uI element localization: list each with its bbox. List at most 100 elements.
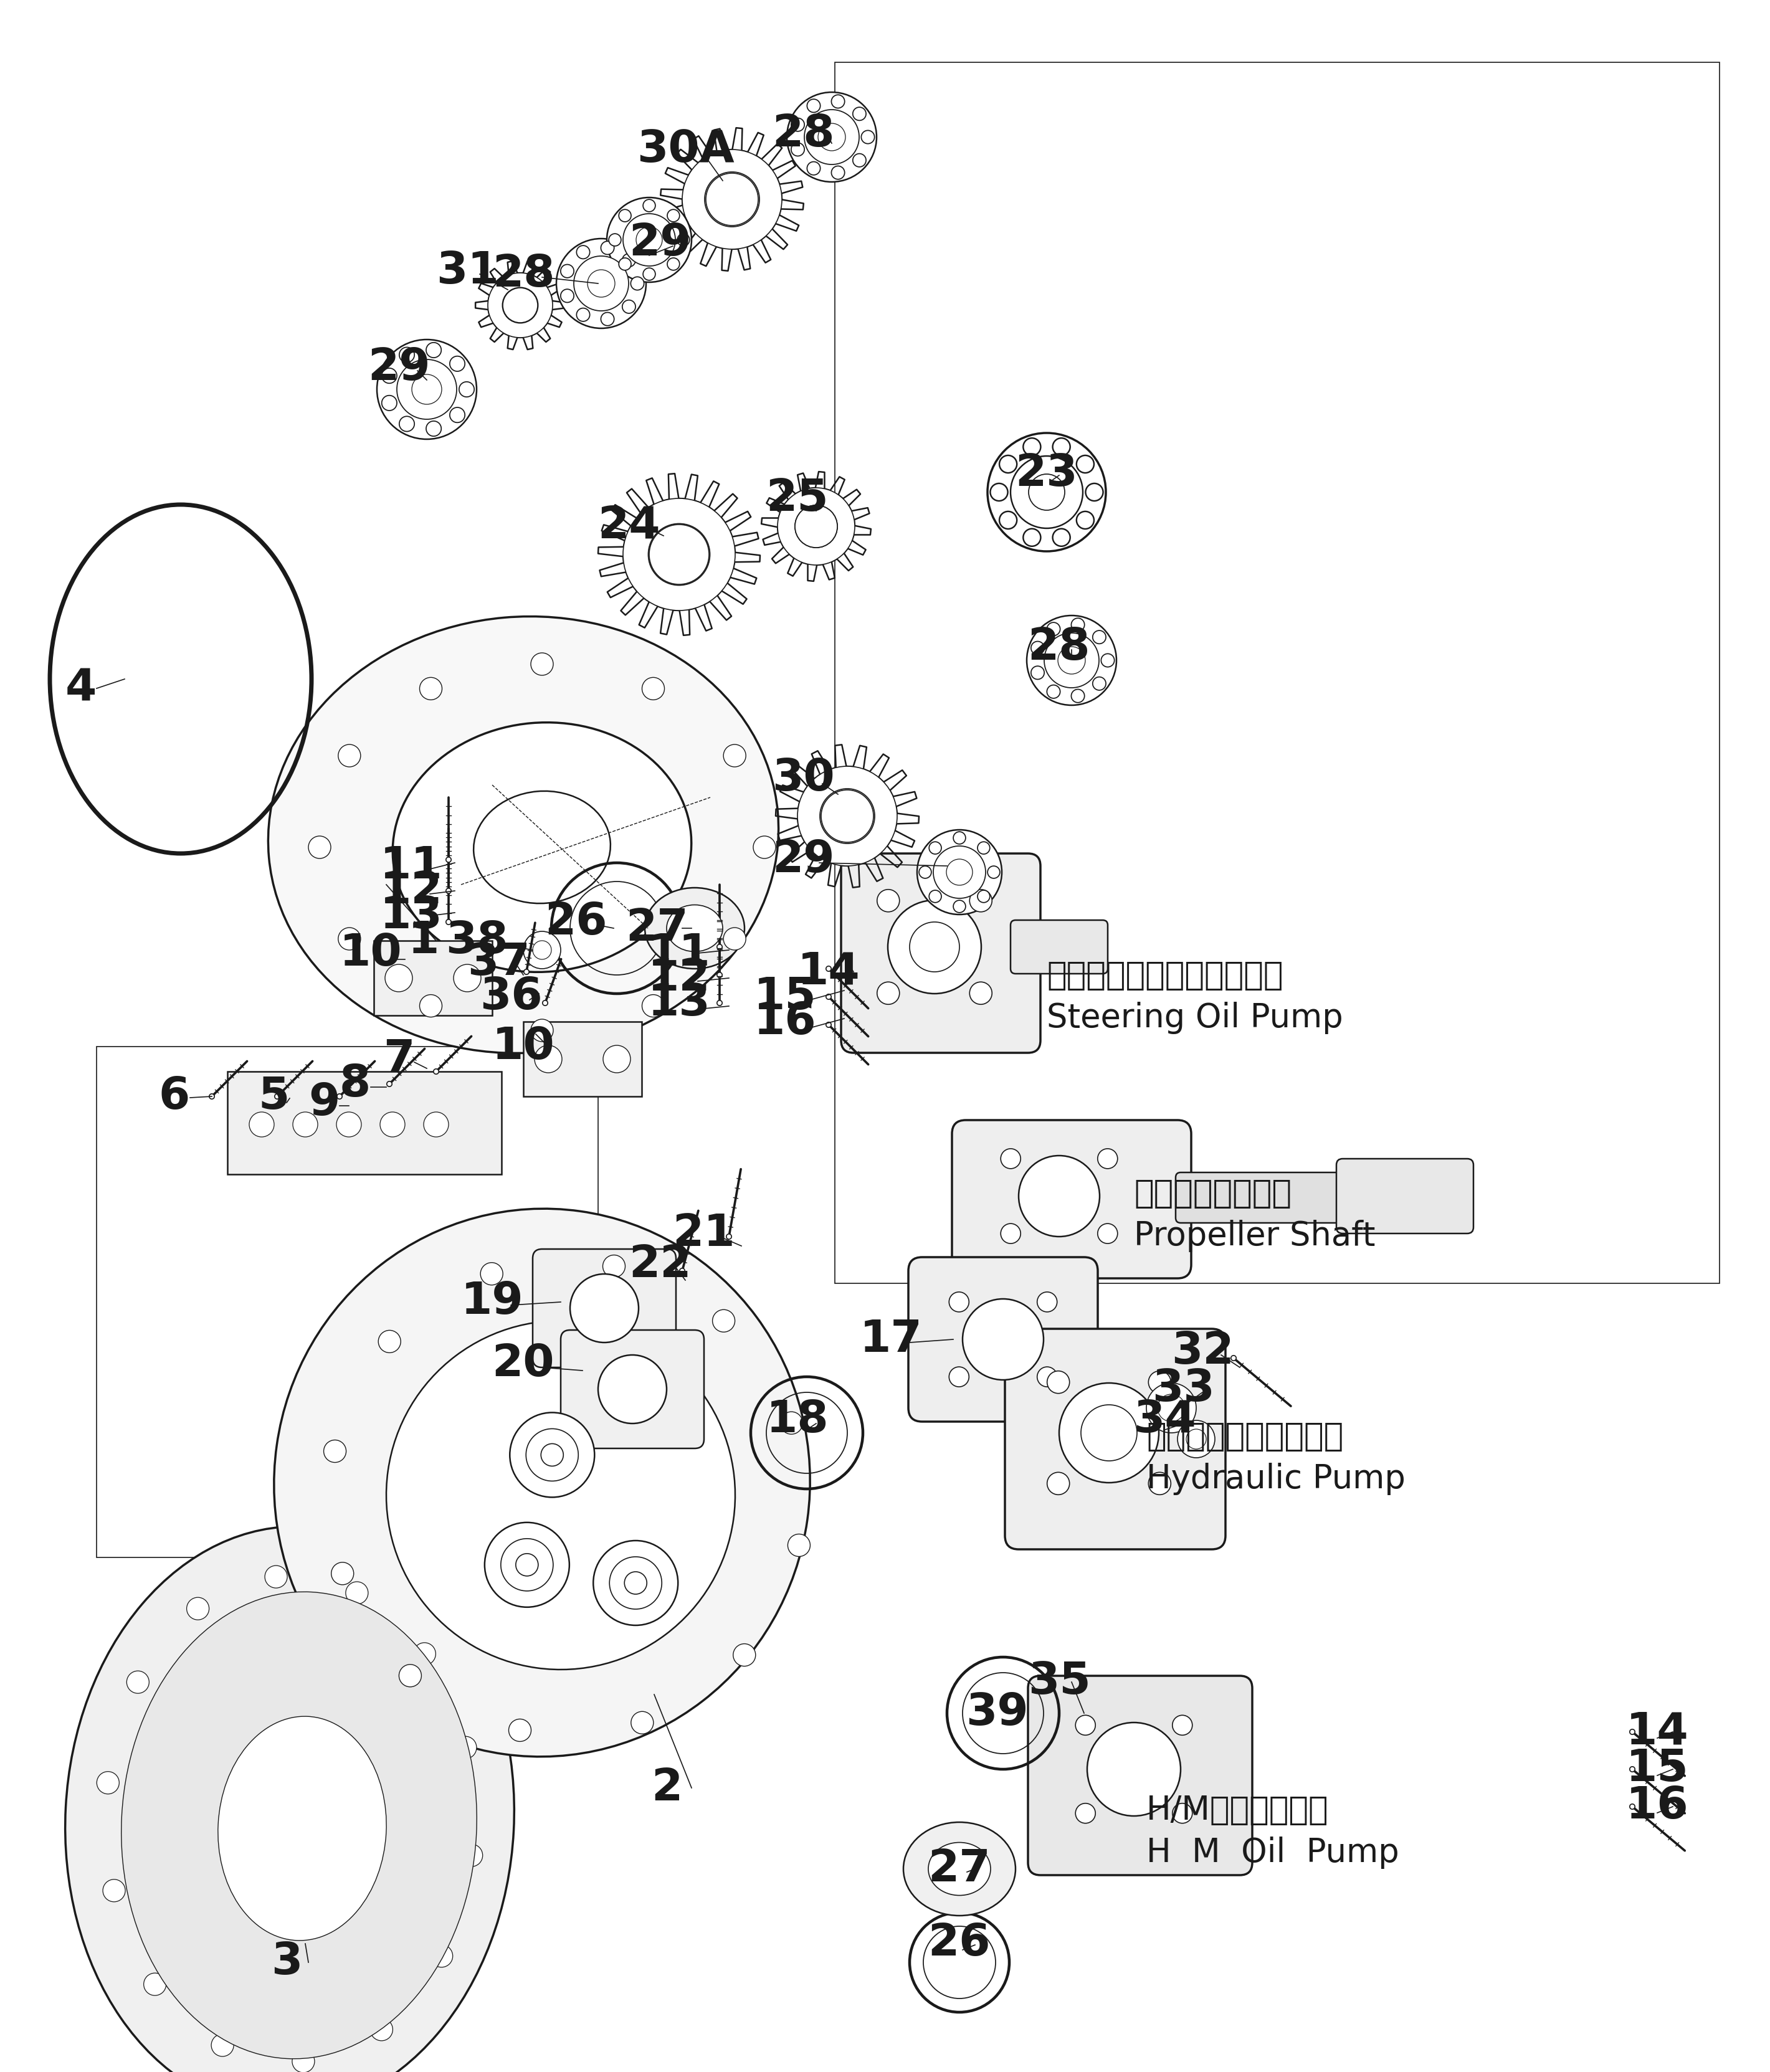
Circle shape: [1037, 1368, 1057, 1386]
Circle shape: [954, 899, 966, 912]
Ellipse shape: [927, 1842, 991, 1896]
Circle shape: [1027, 615, 1117, 704]
Circle shape: [620, 209, 632, 222]
Text: 14: 14: [796, 951, 860, 992]
Circle shape: [733, 1643, 756, 1666]
Circle shape: [1158, 1394, 1184, 1421]
Circle shape: [446, 858, 451, 862]
Circle shape: [630, 278, 644, 290]
Circle shape: [503, 288, 538, 323]
Circle shape: [274, 1094, 280, 1098]
FancyBboxPatch shape: [1028, 1676, 1251, 1875]
Circle shape: [1149, 1473, 1170, 1494]
FancyBboxPatch shape: [1175, 1173, 1347, 1222]
Circle shape: [336, 1113, 361, 1138]
Text: 8: 8: [340, 1063, 370, 1106]
Circle shape: [1076, 1716, 1096, 1734]
Circle shape: [535, 1046, 561, 1073]
Circle shape: [577, 244, 589, 259]
Text: 28: 28: [772, 112, 835, 155]
Text: H/Mオイルポンプ
H  M  Oil  Pump: H/Mオイルポンプ H M Oil Pump: [1147, 1794, 1398, 1869]
Circle shape: [949, 1368, 968, 1386]
Text: 20: 20: [492, 1343, 554, 1386]
Circle shape: [1044, 632, 1099, 688]
Circle shape: [561, 290, 573, 303]
Circle shape: [266, 1566, 287, 1587]
Circle shape: [97, 1772, 119, 1794]
Circle shape: [382, 369, 396, 383]
Text: 29: 29: [368, 346, 430, 390]
Text: 28: 28: [1028, 626, 1090, 669]
Ellipse shape: [393, 723, 692, 972]
Text: 13: 13: [381, 895, 442, 937]
Circle shape: [988, 433, 1106, 551]
Circle shape: [450, 356, 466, 371]
Circle shape: [1092, 630, 1106, 644]
Circle shape: [643, 995, 664, 1017]
Circle shape: [724, 928, 745, 951]
Text: 10: 10: [492, 1026, 554, 1067]
Circle shape: [446, 920, 451, 924]
Circle shape: [954, 831, 966, 843]
Circle shape: [573, 257, 628, 311]
Circle shape: [1046, 622, 1060, 636]
Text: 38: 38: [446, 920, 508, 961]
Circle shape: [706, 174, 758, 226]
Circle shape: [643, 267, 655, 280]
Circle shape: [370, 2018, 393, 2041]
Circle shape: [430, 1946, 453, 1966]
Circle shape: [1630, 1805, 1635, 1809]
FancyBboxPatch shape: [841, 854, 1041, 1053]
Circle shape: [446, 889, 451, 893]
Circle shape: [623, 300, 635, 313]
Circle shape: [680, 1268, 685, 1274]
Circle shape: [717, 1001, 722, 1005]
FancyBboxPatch shape: [1336, 1158, 1473, 1233]
Circle shape: [503, 288, 538, 323]
Text: 7: 7: [382, 1038, 414, 1080]
Circle shape: [853, 153, 866, 168]
Circle shape: [1030, 665, 1044, 680]
Circle shape: [427, 342, 441, 358]
Circle shape: [1630, 1730, 1635, 1734]
Text: プロペラシャフト
Propeller Shaft: プロペラシャフト Propeller Shaft: [1135, 1177, 1375, 1251]
Ellipse shape: [644, 887, 745, 970]
Circle shape: [607, 197, 692, 282]
Circle shape: [460, 1844, 483, 1867]
Text: 10: 10: [340, 932, 402, 974]
Circle shape: [388, 1082, 391, 1086]
Ellipse shape: [269, 617, 779, 1053]
Text: 34: 34: [1133, 1399, 1197, 1442]
Circle shape: [1149, 1372, 1170, 1392]
Circle shape: [1092, 678, 1106, 690]
Circle shape: [635, 226, 662, 253]
Circle shape: [853, 108, 866, 120]
Circle shape: [308, 835, 331, 858]
Circle shape: [754, 835, 775, 858]
Circle shape: [919, 866, 931, 879]
Circle shape: [1630, 1767, 1635, 1772]
Circle shape: [524, 970, 529, 974]
Circle shape: [795, 506, 837, 547]
FancyBboxPatch shape: [908, 1258, 1097, 1421]
Circle shape: [798, 767, 897, 866]
Circle shape: [382, 396, 396, 410]
Circle shape: [1048, 1473, 1069, 1494]
FancyBboxPatch shape: [1005, 1328, 1225, 1550]
Text: 25: 25: [766, 477, 828, 520]
Text: 16: 16: [1627, 1786, 1689, 1828]
Circle shape: [561, 265, 573, 278]
Circle shape: [412, 375, 442, 404]
Text: 15: 15: [1627, 1749, 1689, 1790]
Circle shape: [1058, 1382, 1159, 1484]
Circle shape: [143, 1973, 166, 1995]
Text: 32: 32: [1172, 1330, 1234, 1374]
Circle shape: [1097, 1225, 1117, 1243]
Circle shape: [1147, 1382, 1197, 1434]
Circle shape: [1053, 437, 1071, 456]
Circle shape: [423, 1113, 448, 1138]
Text: 15: 15: [754, 976, 816, 1017]
Circle shape: [427, 421, 441, 437]
Circle shape: [970, 889, 991, 912]
Circle shape: [804, 110, 858, 164]
